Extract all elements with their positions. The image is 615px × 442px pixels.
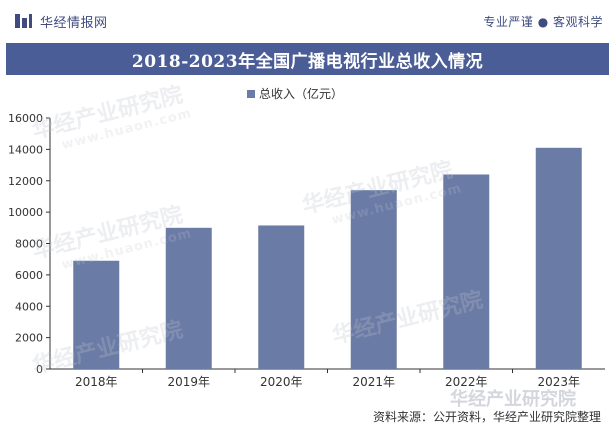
bar [350,190,397,369]
data-source: 资料来源：公开资料，华经产业研究院整理 [372,410,601,424]
top-header: 华经情报网 专业严谨 ● 客观科学 [0,0,615,40]
bar [258,225,305,369]
y-tick-label: 2000 [15,332,43,345]
brand-logo-icon [15,14,32,28]
legend-swatch [247,90,255,98]
bar [443,174,490,369]
title-banner: 2018-2023年全国广播电视行业总收入情况 [6,43,609,75]
bar [165,227,212,369]
brand[interactable]: 华经情报网 [14,12,108,31]
x-tick-label: 2020年 [260,375,303,389]
bar-chart: 总收入（亿元） 0 2000 4000 6000 8000 10000 12000 14000 1… [8,86,605,389]
brand-name: 华经情报网 [40,15,108,31]
x-tick-label: 2023年 [537,375,580,389]
y-tick-label: 0 [36,363,43,376]
y-tick-label: 4000 [15,300,43,313]
y-tick-label: 14000 [8,143,43,156]
x-tick-label: 2021年 [352,375,395,389]
y-tick-label: 16000 [8,112,43,125]
bar [73,260,120,369]
chart-title: 2018-2023年全国广播电视行业总收入情况 [131,51,484,72]
legend-label: 总收入（亿元） [259,86,343,101]
y-tick-label: 6000 [15,269,43,282]
y-tick-label: 10000 [8,206,43,219]
header-slogan: 专业严谨 ● 客观科学 [483,15,603,29]
x-tick-label: 2019年 [167,375,210,389]
bar [535,147,582,369]
x-tick-label: 2018年 [75,375,118,389]
y-tick-label: 8000 [15,238,43,251]
x-tick-label: 2022年 [445,375,488,389]
y-tick-label: 12000 [8,175,43,188]
